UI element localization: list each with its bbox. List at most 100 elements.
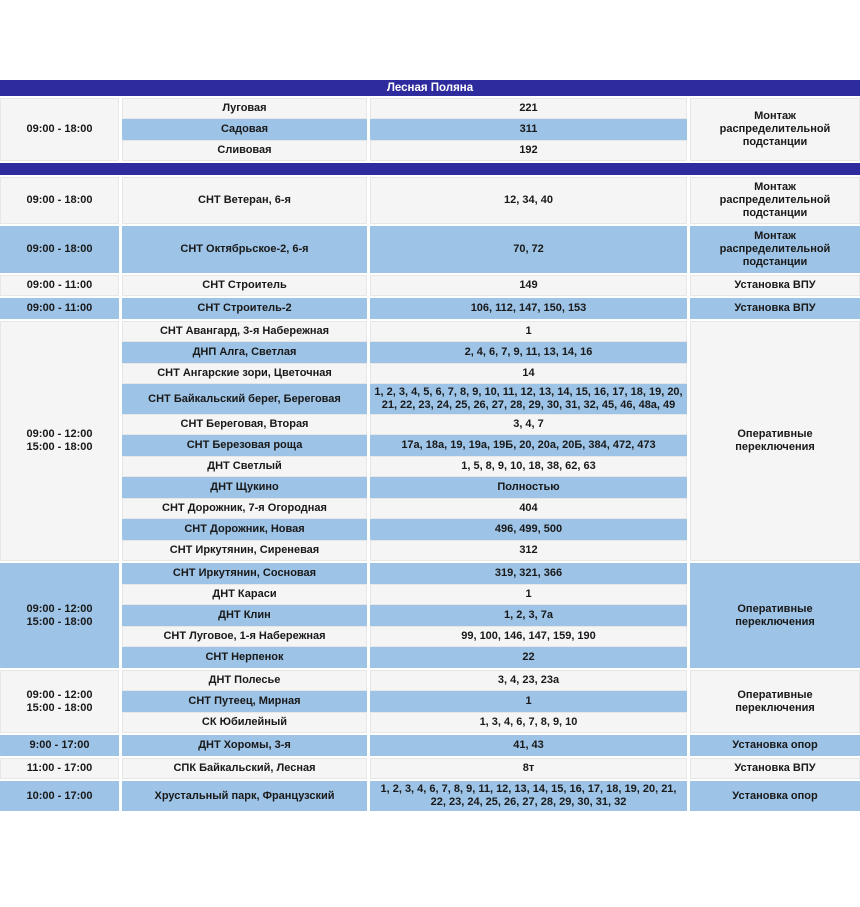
street-cell: СПК Байкальский, Лесная xyxy=(122,758,367,779)
houses-cell: 404 xyxy=(370,498,687,519)
houses-cell: 12, 34, 40 xyxy=(370,177,687,224)
work-type-cell: Установка ВПУ xyxy=(690,275,860,296)
houses-cell: 99, 100, 146, 147, 159, 190 xyxy=(370,626,687,647)
time-cell: 10:00 - 17:00 xyxy=(0,781,119,811)
work-type-cell: Установка ВПУ xyxy=(690,298,860,319)
street-cell: СНТ Березовая роща xyxy=(122,435,367,456)
street-cell: СНТ Луговое, 1-я Набережная xyxy=(122,626,367,647)
street-cell: СНТ Нерпенок xyxy=(122,647,367,668)
houses-cell: 149 xyxy=(370,275,687,296)
houses-cell: 106, 112, 147, 150, 153 xyxy=(370,298,687,319)
houses-cell: 1, 2, 3, 4, 6, 7, 8, 9, 11, 12, 13, 14, … xyxy=(370,781,687,811)
time-range: 9:00 - 17:00 xyxy=(29,739,90,751)
time-cell: 11:00 - 17:00 xyxy=(0,758,119,779)
time-range: 09:00 - 18:00 xyxy=(26,123,93,135)
houses-cell: 496, 499, 500 xyxy=(370,519,687,540)
houses-cell: 70, 72 xyxy=(370,226,687,273)
street-cell: СНТ Октябрьское-2, 6-я xyxy=(122,226,367,273)
schedule-section: 09:00 - 12:00 15:00 - 18:00 СНТ Авангард… xyxy=(0,321,860,561)
houses-cell: 3, 4, 23, 23а xyxy=(370,670,687,691)
street-cell: ДНТ Хоромы, 3-я xyxy=(122,735,367,756)
time-range: 09:00 - 12:00 xyxy=(26,602,93,615)
houses-cell: 221 xyxy=(370,98,687,119)
street-cell: ДНТ Клин xyxy=(122,605,367,626)
street-cell: ДНТ Светлый xyxy=(122,456,367,477)
table-title: Лесная Поляна xyxy=(0,80,860,96)
street-cell: ДНТ Щукино xyxy=(122,477,367,498)
houses-cell: 1, 2, 3, 7а xyxy=(370,605,687,626)
time-range: 09:00 - 18:00 xyxy=(26,243,93,255)
time-cell: 09:00 - 18:00 xyxy=(0,226,119,273)
time-range: 09:00 - 18:00 xyxy=(26,194,93,206)
schedule-section: 09:00 - 18:00 Луговая 221 Садовая 311 Сл… xyxy=(0,98,860,161)
street-cell: Луговая xyxy=(122,98,367,119)
street-cell: ДНТ Полесье xyxy=(122,670,367,691)
time-cell: 09:00 - 11:00 xyxy=(0,298,119,319)
street-cell: СНТ Строитель xyxy=(122,275,367,296)
time-range: 09:00 - 12:00 xyxy=(26,688,93,701)
houses-cell: 41, 43 xyxy=(370,735,687,756)
time-range-2: 15:00 - 18:00 xyxy=(26,441,93,453)
time-range: 09:00 - 11:00 xyxy=(26,279,93,291)
street-cell: Хрустальный парк, Французский xyxy=(122,781,367,811)
work-type-cell: Монтаж распределительной подстанции xyxy=(690,98,860,161)
street-cell: ДНП Алга, Светлая xyxy=(122,342,367,363)
houses-cell: 311 xyxy=(370,119,687,140)
time-cell: 09:00 - 11:00 xyxy=(0,275,119,296)
schedule-section: 09:00 - 11:00 СНТ Строитель 149 Установк… xyxy=(0,275,860,296)
street-cell: Сливовая xyxy=(122,140,367,161)
schedule-section: 09:00 - 11:00 СНТ Строитель-2 106, 112, … xyxy=(0,298,860,319)
time-range: 09:00 - 12:00 xyxy=(26,428,93,440)
work-type-cell: Оперативные переключения xyxy=(690,321,860,561)
schedule-section: 10:00 - 17:00 Хрустальный парк, Французс… xyxy=(0,781,860,811)
houses-cell: 1, 5, 8, 9, 10, 18, 38, 62, 63 xyxy=(370,456,687,477)
time-cell: 09:00 - 12:00 15:00 - 18:00 xyxy=(0,670,119,733)
time-cell: 9:00 - 17:00 xyxy=(0,735,119,756)
time-range: 09:00 - 11:00 xyxy=(26,302,93,314)
work-type-cell: Установка опор xyxy=(690,781,860,811)
houses-cell: 14 xyxy=(370,363,687,384)
houses-cell: 2, 4, 6, 7, 9, 11, 13, 14, 16 xyxy=(370,342,687,363)
time-range: 11:00 - 17:00 xyxy=(26,762,93,774)
houses-cell: Полностью xyxy=(370,477,687,498)
houses-cell: 1 xyxy=(370,584,687,605)
time-range: 10:00 - 17:00 xyxy=(26,789,93,802)
time-range-2: 15:00 - 18:00 xyxy=(26,701,93,714)
houses-cell: 1, 3, 4, 6, 7, 8, 9, 10 xyxy=(370,712,687,733)
street-cell: СНТ Береговая, Вторая xyxy=(122,414,367,435)
houses-cell: 1, 2, 3, 4, 5, 6, 7, 8, 9, 10, 11, 12, 1… xyxy=(370,384,687,414)
schedule-section: 9:00 - 17:00 ДНТ Хоромы, 3-я 41, 43 Уста… xyxy=(0,735,860,756)
street-cell: СНТ Дорожник, Новая xyxy=(122,519,367,540)
outage-schedule-table: Лесная Поляна 09:00 - 18:00 Луговая 221 … xyxy=(0,80,860,811)
time-range-2: 15:00 - 18:00 xyxy=(26,615,93,628)
time-cell: 09:00 - 12:00 15:00 - 18:00 xyxy=(0,321,119,561)
houses-cell: 17а, 18а, 19, 19а, 19Б, 20, 20а, 20Б, 38… xyxy=(370,435,687,456)
street-cell: СНТ Байкальский берег, Береговая xyxy=(122,384,367,414)
time-cell: 09:00 - 18:00 xyxy=(0,177,119,224)
street-cell: СНТ Ангарские зори, Цветочная xyxy=(122,363,367,384)
houses-cell: 3, 4, 7 xyxy=(370,414,687,435)
street-cell: СК Юбилейный xyxy=(122,712,367,733)
schedule-section: 11:00 - 17:00 СПК Байкальский, Лесная 8т… xyxy=(0,758,860,779)
street-cell: СНТ Строитель-2 xyxy=(122,298,367,319)
street-cell: ДНТ Караси xyxy=(122,584,367,605)
time-cell: 09:00 - 18:00 xyxy=(0,98,119,161)
houses-cell: 8т xyxy=(370,758,687,779)
work-type-cell: Установка ВПУ xyxy=(690,758,860,779)
street-cell: СНТ Ветеран, 6-я xyxy=(122,177,367,224)
street-cell: СНТ Путеец, Мирная xyxy=(122,691,367,712)
houses-cell: 22 xyxy=(370,647,687,668)
houses-cell: 319, 321, 366 xyxy=(370,563,687,584)
houses-cell: 1 xyxy=(370,321,687,342)
work-type-cell: Монтаж распределительной подстанции xyxy=(690,226,860,273)
schedule-section: 09:00 - 18:00 СНТ Ветеран, 6-я 12, 34, 4… xyxy=(0,177,860,224)
houses-cell: 192 xyxy=(370,140,687,161)
street-cell: СНТ Авангард, 3-я Набережная xyxy=(122,321,367,342)
street-cell: СНТ Дорожник, 7-я Огородная xyxy=(122,498,367,519)
street-cell: Садовая xyxy=(122,119,367,140)
street-cell: СНТ Иркутянин, Сиреневая xyxy=(122,540,367,561)
work-type-cell: Оперативные переключения xyxy=(690,670,860,733)
time-cell: 09:00 - 12:00 15:00 - 18:00 xyxy=(0,563,119,668)
houses-cell: 312 xyxy=(370,540,687,561)
houses-cell: 1 xyxy=(370,691,687,712)
